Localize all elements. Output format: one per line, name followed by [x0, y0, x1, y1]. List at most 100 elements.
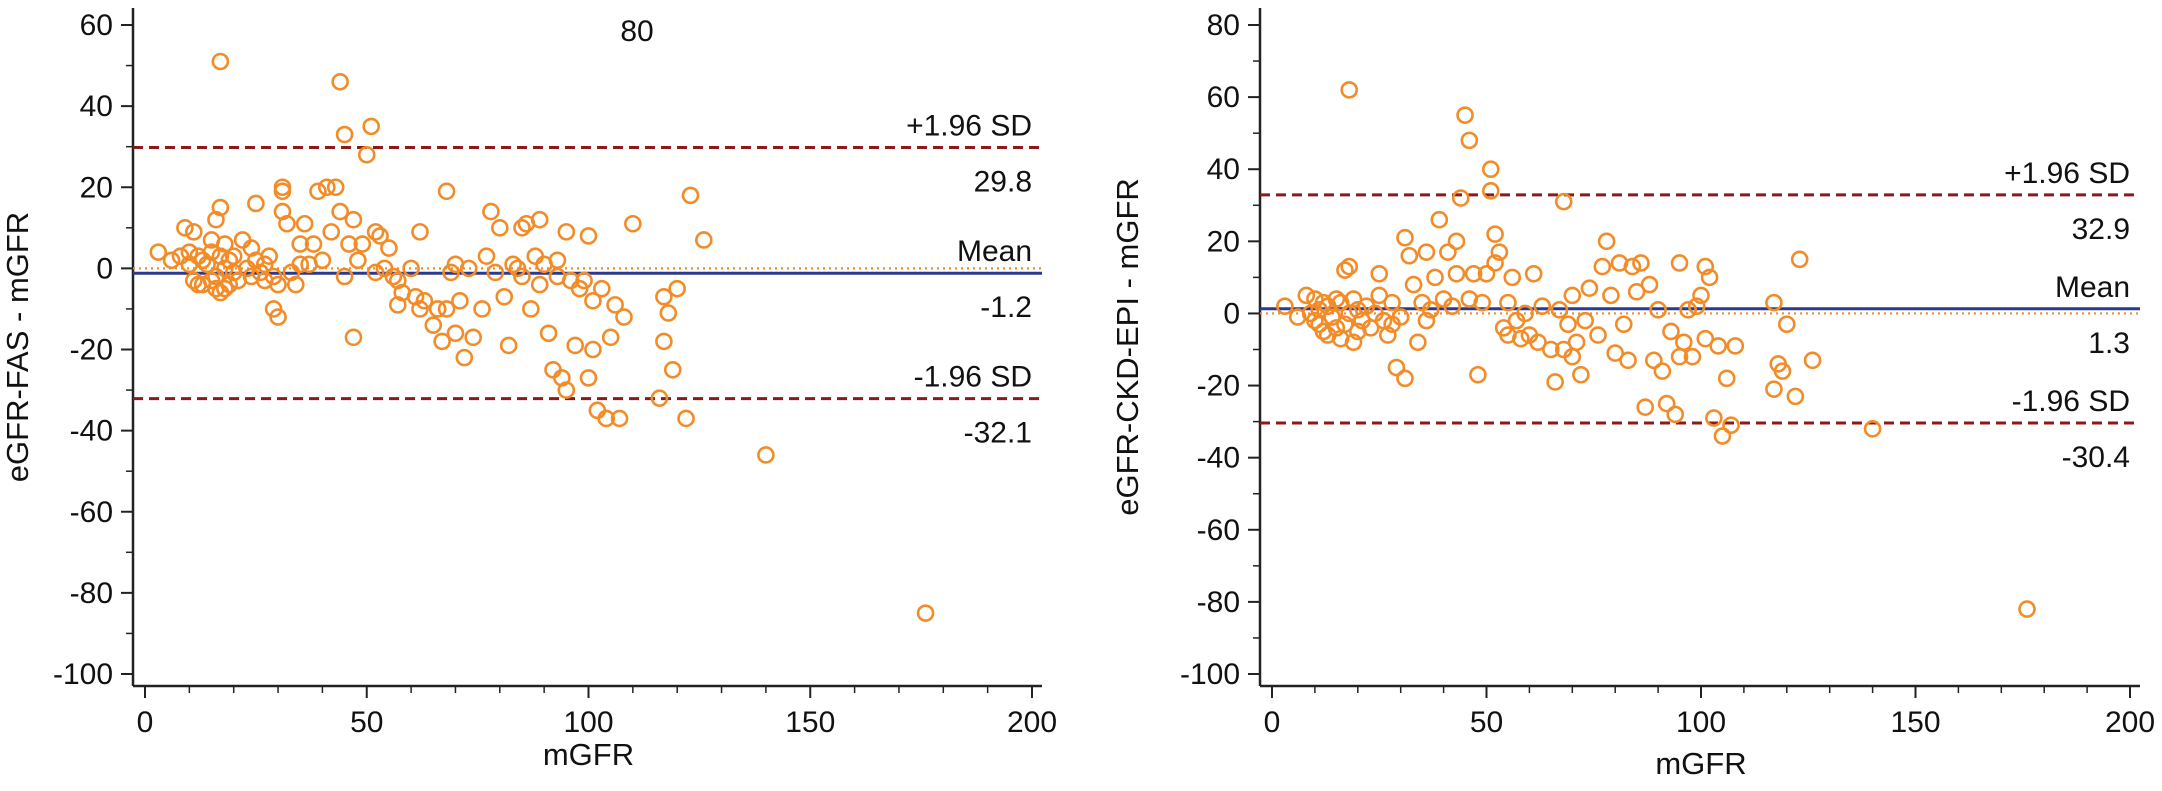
data-point	[490, 219, 509, 237]
lower-limit-line-value: -32.1	[964, 417, 1032, 450]
data-point	[1623, 257, 1642, 276]
data-point	[1717, 369, 1736, 388]
data-point	[211, 198, 230, 217]
data-point	[1662, 322, 1680, 341]
data-point	[295, 214, 314, 233]
mean-line-label: Mean	[2055, 271, 2130, 304]
data-point	[309, 182, 327, 201]
data-point	[1344, 333, 1363, 352]
data-point	[1696, 257, 1715, 276]
y-tick-label: -100	[53, 658, 113, 691]
data-point	[1490, 243, 1509, 261]
data-point	[1700, 268, 1719, 287]
data-point	[349, 251, 367, 270]
data-point	[1602, 286, 1620, 305]
data-point	[1396, 228, 1414, 247]
data-point	[1563, 286, 1582, 305]
data-point	[1580, 279, 1599, 298]
data-point	[1512, 329, 1530, 348]
data-point	[1649, 301, 1667, 319]
data-point	[1349, 301, 1367, 319]
data-point	[548, 251, 567, 270]
data-point	[597, 409, 616, 428]
data-point	[451, 292, 469, 310]
data-point	[424, 316, 443, 334]
data-point	[504, 255, 522, 274]
y-tick-label: 60	[1207, 81, 1240, 114]
data-point	[384, 267, 403, 286]
data-point	[1344, 290, 1363, 308]
data-point	[455, 348, 474, 367]
y-tick-label: -60	[1197, 514, 1240, 547]
upper-limit-line-value: 32.9	[2072, 213, 2130, 246]
data-point	[579, 227, 598, 245]
data-point	[566, 336, 584, 355]
data-point	[1696, 329, 1715, 348]
data-point	[216, 235, 234, 253]
data-point	[1713, 427, 1732, 445]
data-point	[1383, 293, 1401, 312]
data-point	[335, 267, 354, 286]
y-tick-label: -20	[1197, 370, 1240, 403]
data-point	[584, 292, 602, 310]
data-point	[1589, 326, 1607, 344]
data-point	[499, 336, 518, 355]
data-point	[530, 210, 549, 229]
data-point	[1687, 297, 1706, 316]
data-point	[278, 214, 296, 233]
data-point	[1576, 311, 1594, 330]
data-point	[1460, 131, 1479, 150]
data-point	[1469, 365, 1487, 384]
data-point	[1546, 373, 1564, 391]
x-tick-label: 200	[1007, 706, 1057, 739]
data-point	[216, 279, 234, 298]
data-point	[1379, 326, 1397, 344]
lower-limit-line-label: -1.96 SD	[2012, 385, 2130, 418]
data-point	[1533, 297, 1552, 316]
data-point	[380, 239, 398, 257]
data-point	[557, 381, 576, 399]
data-point	[428, 300, 447, 318]
data-point	[1306, 290, 1324, 308]
data-point	[1619, 351, 1637, 370]
data-point	[1765, 380, 1783, 398]
data-point	[473, 300, 491, 318]
x-tick-label: 150	[1890, 706, 1940, 739]
data-point	[1370, 286, 1389, 305]
data-point	[1439, 243, 1457, 261]
data-point	[402, 259, 420, 278]
data-point	[477, 247, 496, 266]
data-point	[202, 243, 221, 261]
data-point	[184, 271, 203, 290]
data-point	[366, 223, 385, 241]
data-point	[1297, 286, 1316, 305]
lower-limit-line-label: -1.96 SD	[914, 361, 1032, 394]
data-point	[331, 72, 349, 91]
data-point	[526, 247, 545, 266]
y-tick-label: 80	[1207, 9, 1240, 42]
data-point	[1481, 182, 1500, 200]
data-point	[1524, 264, 1543, 283]
data-point	[1773, 362, 1792, 380]
data-point	[1614, 315, 1633, 334]
data-point	[1481, 160, 1500, 179]
data-point	[1396, 369, 1414, 388]
data-point	[482, 202, 500, 221]
data-point	[530, 275, 549, 294]
data-point	[433, 332, 451, 351]
data-point	[513, 219, 531, 237]
data-point	[211, 52, 230, 71]
data-point	[495, 287, 514, 306]
data-point	[304, 235, 323, 253]
data-point	[1803, 351, 1822, 370]
data-point	[1426, 268, 1444, 287]
extra-tick-label: 80	[620, 15, 653, 48]
data-point	[655, 287, 673, 306]
data-point	[1430, 210, 1449, 229]
y-tick-label: -80	[70, 577, 113, 610]
data-point	[1786, 387, 1805, 406]
data-point	[464, 328, 482, 347]
data-point	[2018, 600, 2036, 618]
data-point	[544, 360, 562, 379]
